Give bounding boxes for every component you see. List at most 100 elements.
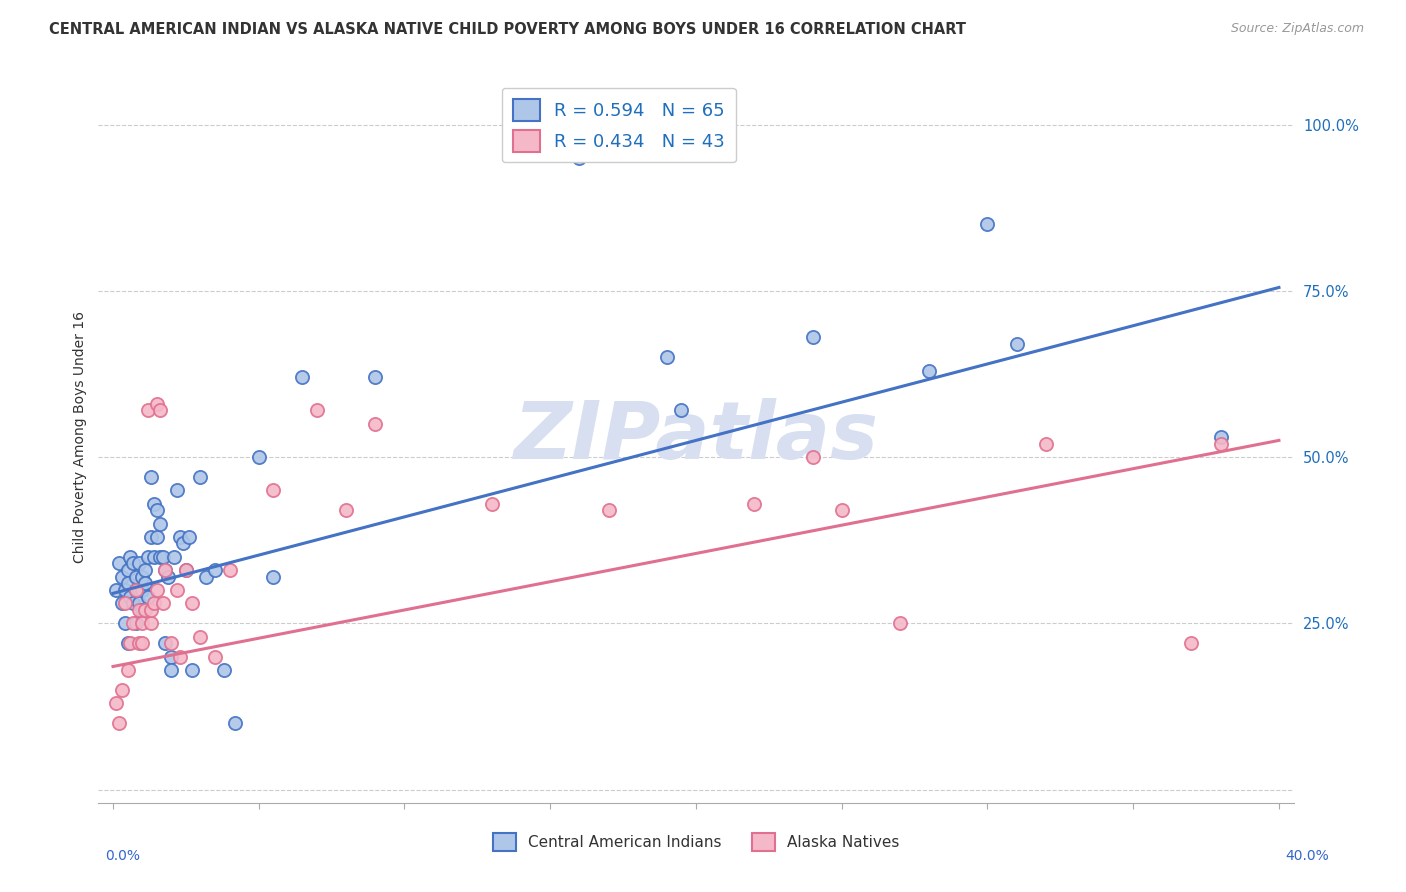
Text: 0.0%: 0.0% [105,849,141,863]
Point [976,217,998,231]
Point [364,370,387,384]
Point [364,417,387,431]
Point [166,582,188,597]
Y-axis label: Child Poverty Among Boys Under 16: Child Poverty Among Boys Under 16 [73,311,87,563]
Point [1180,636,1202,650]
Point [568,151,591,165]
Point [481,497,503,511]
Point [172,536,194,550]
Point [134,563,156,577]
Point [117,563,139,577]
Point [1209,436,1232,450]
Point [180,663,202,677]
Point [136,549,159,564]
Point [136,403,159,417]
Point [125,570,148,584]
Point [122,616,145,631]
Point [128,603,150,617]
Point [114,596,136,610]
Text: CENTRAL AMERICAN INDIAN VS ALASKA NATIVE CHILD POVERTY AMONG BOYS UNDER 16 CORRE: CENTRAL AMERICAN INDIAN VS ALASKA NATIVE… [49,22,966,37]
Point [918,363,941,377]
Point [131,582,153,597]
Point [335,503,357,517]
Point [108,557,131,571]
Point [145,397,167,411]
Point [125,582,148,597]
Point [160,649,183,664]
Point [305,403,328,417]
Point [111,570,134,584]
Point [142,596,165,610]
Point [190,470,212,484]
Point [247,450,270,464]
Point [131,603,153,617]
Point [742,497,765,511]
Point [180,596,202,610]
Text: 40.0%: 40.0% [1285,849,1329,863]
Point [224,716,246,731]
Point [128,596,150,610]
Point [195,570,218,584]
Point [598,503,620,517]
Point [204,649,226,664]
Point [139,603,162,617]
Point [145,503,167,517]
Point [655,351,678,365]
Point [131,616,153,631]
Point [128,557,150,571]
Point [218,563,240,577]
Point [149,516,172,531]
Point [131,570,153,584]
Point [152,549,174,564]
Point [117,636,139,650]
Point [174,563,197,577]
Point [108,716,131,731]
Point [117,576,139,591]
Point [204,563,226,577]
Point [136,590,159,604]
Point [120,590,142,604]
Point [111,596,134,610]
Point [125,582,148,597]
Point [128,582,150,597]
Point [1035,436,1057,450]
Point [145,582,167,597]
Point [134,603,156,617]
Point [125,616,148,631]
Point [152,596,174,610]
Point [149,403,172,417]
Point [163,549,186,564]
Point [160,663,183,677]
Point [120,636,142,650]
Point [177,530,200,544]
Point [889,616,911,631]
Point [145,530,167,544]
Point [142,497,165,511]
Point [155,563,177,577]
Point [1005,337,1028,351]
Point [117,663,139,677]
Point [155,636,177,650]
Point [104,582,127,597]
Point [139,530,162,544]
Text: ZIPatlas: ZIPatlas [513,398,879,476]
Point [142,549,165,564]
Point [291,370,314,384]
Point [134,576,156,591]
Point [157,570,180,584]
Point [139,616,162,631]
Point [122,596,145,610]
Point [671,403,693,417]
Point [174,563,197,577]
Point [262,483,284,498]
Point [612,118,634,132]
Point [104,696,127,710]
Point [128,636,150,650]
Point [120,549,142,564]
Point [131,636,153,650]
Point [190,630,212,644]
Point [831,503,853,517]
Point [801,330,824,344]
Point [111,682,134,697]
Point [166,483,188,498]
